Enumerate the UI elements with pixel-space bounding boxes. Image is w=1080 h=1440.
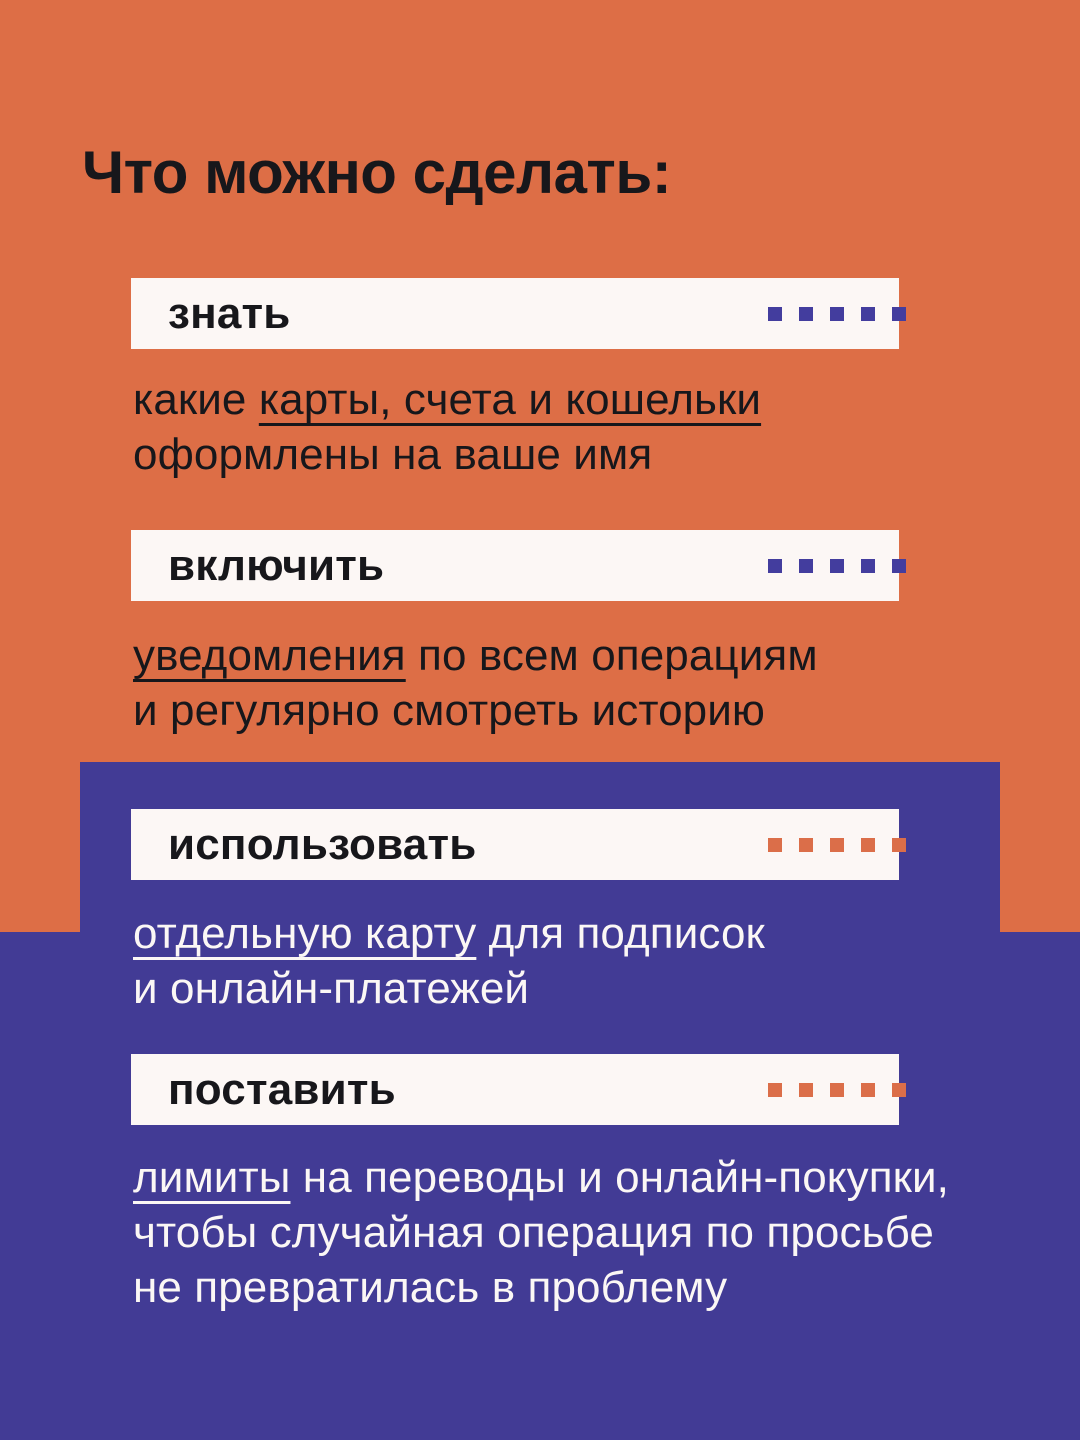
- square-dot: [768, 558, 782, 573]
- keyword-label: использовать: [168, 819, 477, 869]
- description-line: чтобы случайная операция по просьбе: [133, 1208, 934, 1257]
- square-dot: [892, 558, 906, 573]
- square-dot: [892, 306, 906, 321]
- square-dots-row: [768, 1082, 906, 1097]
- description-line: лимиты на переводы и онлайн-покупки,: [133, 1153, 949, 1202]
- square-dot: [799, 837, 813, 852]
- description-line: оформлены на ваше имя: [133, 430, 653, 479]
- square-dot: [768, 306, 782, 321]
- keyword-bar-vklyuchit: включить: [131, 530, 906, 601]
- description-line: какие карты, счета и кошельки: [133, 375, 762, 424]
- description-line: отдельную карту для подписок: [133, 909, 765, 958]
- square-dot: [861, 558, 875, 573]
- square-dot: [799, 306, 813, 321]
- square-dot: [830, 837, 844, 852]
- section-description: отдельную карту для подписок и онлайн-пл…: [133, 906, 1013, 1016]
- description-line: и онлайн-платежей: [133, 964, 530, 1013]
- description-line: не превратилась в проблему: [133, 1263, 728, 1312]
- keyword-label: знать: [168, 288, 291, 338]
- blue-panel-full: [0, 932, 1080, 1440]
- keyword-label: включить: [168, 540, 385, 590]
- square-dot: [830, 1082, 844, 1097]
- description-line: уведомления по всем операциям: [133, 631, 818, 680]
- square-dots-row: [768, 306, 906, 321]
- section-description: какие карты, счета и кошельки оформлены …: [133, 372, 1013, 482]
- square-dots-row: [768, 558, 906, 573]
- square-dot: [861, 1082, 875, 1097]
- square-dot: [830, 306, 844, 321]
- keyword-bar-postavit: поставить: [131, 1054, 906, 1125]
- page-title: Что можно сделать:: [82, 139, 672, 206]
- square-dot: [799, 1082, 813, 1097]
- section-description: уведомления по всем операциям и регулярн…: [133, 628, 1013, 738]
- square-dot: [861, 306, 875, 321]
- description-line: и регулярно смотреть историю: [133, 686, 766, 735]
- square-dot: [768, 837, 782, 852]
- keyword-label: поставить: [168, 1064, 396, 1114]
- section-description: лимиты на переводы и онлайн-покупки, что…: [133, 1150, 1013, 1315]
- keyword-bar-znat: знать: [131, 278, 906, 349]
- square-dot: [768, 1082, 782, 1097]
- square-dot: [892, 1082, 906, 1097]
- square-dot: [892, 837, 906, 852]
- square-dot: [861, 837, 875, 852]
- square-dot: [830, 558, 844, 573]
- keyword-bar-ispolzovat: использовать: [131, 809, 906, 880]
- square-dots-row: [768, 837, 906, 852]
- square-dot: [799, 558, 813, 573]
